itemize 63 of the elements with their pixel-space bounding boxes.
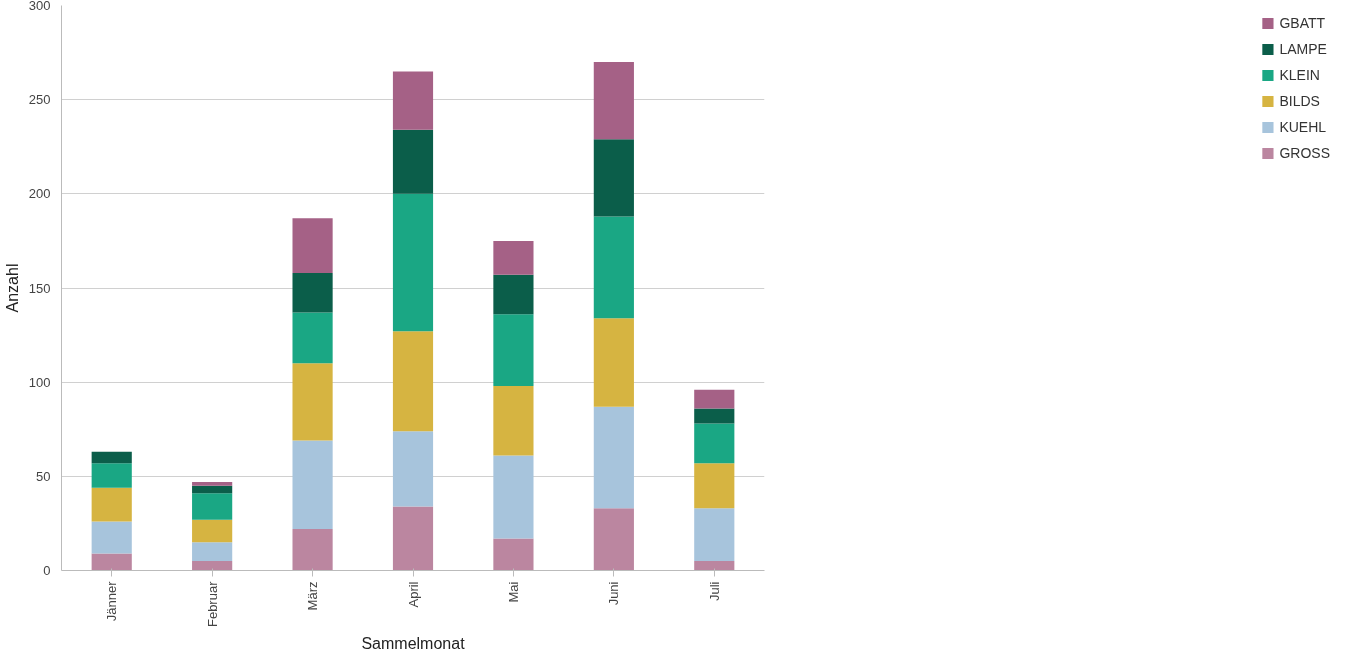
bar: [392, 506, 434, 571]
bar: [192, 493, 233, 520]
bar: [593, 139, 634, 217]
bar: [192, 561, 233, 571]
bar: [694, 423, 735, 464]
bar: [694, 561, 735, 571]
bar: [392, 431, 434, 507]
bar: [91, 451, 132, 464]
x-tick-label: Jänner: [104, 580, 120, 622]
bar: [694, 463, 735, 509]
y-tick-label: 50: [36, 468, 51, 484]
bar: [493, 538, 534, 571]
bar: [91, 553, 132, 571]
legend-label: GBATT: [1279, 15, 1326, 31]
x-axis-title: Sammelmonat: [361, 635, 466, 653]
x-tick-label: April: [405, 581, 421, 608]
y-tick-label: 150: [28, 280, 51, 296]
bar: [192, 542, 233, 562]
y-tick-label: 200: [28, 186, 51, 202]
bar: [292, 363, 333, 441]
y-tick-label: 250: [28, 92, 51, 108]
bar: [493, 455, 534, 539]
bar: [493, 274, 534, 315]
bar: [91, 521, 132, 554]
bar: [593, 508, 634, 571]
bar: [593, 318, 634, 407]
bar: [694, 389, 735, 409]
bar: [292, 312, 333, 364]
y-axis-title: Anzahl: [3, 263, 21, 313]
y-tick-label: 100: [28, 374, 51, 390]
y-tick-label: 0: [43, 563, 51, 578]
bar: [392, 129, 434, 194]
legend-label: GROSS: [1279, 145, 1330, 161]
bar: [392, 331, 434, 432]
x-tick-label: Juni: [606, 581, 622, 606]
legend-label: LAMPE: [1279, 41, 1327, 57]
bar: [292, 272, 333, 313]
bar: [192, 519, 233, 543]
legend-label: KLEIN: [1279, 67, 1320, 83]
bar: [392, 71, 434, 130]
bar: [192, 485, 233, 494]
bar: [694, 508, 735, 562]
y-tick-label: 300: [28, 0, 51, 13]
bar: [493, 240, 534, 275]
bar: [91, 487, 132, 522]
legend-label: KUEHL: [1279, 119, 1327, 135]
x-tick-label: Mai: [505, 581, 521, 603]
bar: [192, 481, 233, 486]
bar: [493, 314, 534, 386]
bar: [493, 385, 534, 456]
bar: [292, 440, 333, 530]
bar: [91, 463, 132, 488]
x-tick-label: Juli: [706, 581, 722, 602]
legend-label: BILDS: [1279, 93, 1320, 109]
bar: [593, 62, 634, 140]
bar: [694, 408, 735, 424]
bar: [392, 193, 434, 332]
x-tick-label: Februar: [204, 580, 220, 628]
bar: [292, 218, 333, 273]
bar: [593, 406, 634, 509]
x-tick-label: März: [305, 581, 321, 611]
bar: [292, 529, 333, 571]
bar: [593, 216, 634, 319]
